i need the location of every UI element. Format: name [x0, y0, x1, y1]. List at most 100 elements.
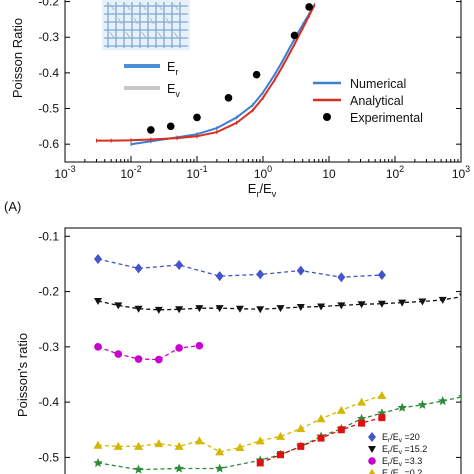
bottom-series-point-3 [276, 431, 285, 440]
bottom-series-point-2 [94, 343, 102, 351]
bottom-y-tick-label: -0.5 [38, 450, 59, 464]
bottom-series-line-2 [97, 345, 200, 361]
bottom-series-point-1 [459, 293, 461, 298]
bottom-y-tick-label: -0.2 [38, 285, 59, 299]
series-line-analytical [96, 4, 316, 142]
bottom-series-point-2 [114, 350, 123, 358]
bottom-series-point-3 [296, 424, 306, 433]
bottom-y-tick-label: -0.1 [38, 229, 59, 243]
bottom-series-line-4 [97, 396, 461, 471]
top-x-tick-label: 103 [452, 164, 470, 181]
bottom-series-point-3 [255, 436, 265, 445]
bottom-series-point-4 [438, 396, 448, 406]
bottom-series-point-5 [256, 459, 264, 467]
bottom-legend-label-1: Er/Ev =15.2 [382, 444, 427, 456]
top-legend: Numerical Analytical Experimental [313, 77, 423, 125]
top-y-tick-label: -0.2 [38, 0, 59, 9]
bottom-series-point-0 [134, 263, 143, 274]
bottom-series-point-1 [114, 302, 123, 310]
top-y-tick-label: -0.4 [38, 66, 59, 80]
bottom-series-point-1 [215, 305, 224, 313]
bottom-y-axis-label: Poisson's ratio [15, 333, 30, 417]
bottom-series-point-3 [316, 414, 326, 423]
bottom-series-point-5 [297, 442, 305, 450]
bottom-series-point-2 [175, 344, 183, 352]
bottom-series-line-3 [97, 394, 383, 453]
bottom-series-point-5 [378, 414, 386, 422]
top-x-axis-label: Er/Ev [248, 181, 277, 199]
bottom-legend-marker-1 [368, 446, 376, 453]
bottom-series-point-4 [458, 394, 461, 401]
legend-numerical-label: Numerical [350, 77, 406, 91]
bottom-series-point-5 [337, 426, 345, 434]
bottom-series-point-3 [93, 440, 103, 449]
bottom-legend-label-2: Er/Ev =3.3 [382, 456, 422, 468]
bottom-legend-marker-0 [368, 432, 376, 442]
legend-experimental-label: Experimental [350, 111, 423, 125]
top-y-ticks: -0.2 -0.3 -0.4 -0.5 -0.6 [38, 0, 461, 151]
bottom-series-point-4 [133, 464, 144, 474]
top-x-tick-label: 10-1 [186, 164, 207, 181]
experimental-point [252, 70, 261, 79]
top-x-tick-label: 10-2 [120, 164, 141, 181]
bottom-series-point-1 [276, 305, 285, 313]
bottom-y-ticks: -0.1 -0.2 -0.3 -0.4 -0.5 [38, 229, 461, 464]
inset-legend-ev-label: Ev [167, 82, 180, 99]
experimental-point [290, 31, 299, 40]
legend-experimental-marker [323, 113, 331, 121]
bottom-series-point-4 [214, 463, 225, 473]
bottom-legend-label-3: Er/Ev =0.2 [382, 468, 422, 474]
experimental-point [193, 113, 201, 122]
inset-legend-er-label: Er [167, 60, 178, 77]
bottom-legend-marker-2 [368, 457, 376, 465]
bottom-series-point-1 [134, 305, 143, 313]
top-x-tick-label: 100 [254, 164, 272, 181]
bottom-series-line-0 [97, 258, 382, 278]
bottom-series-point-3 [377, 391, 387, 400]
bottom-series-point-5 [358, 419, 366, 427]
top-x-tick-label: 10 [322, 167, 336, 181]
bottom-series-point-3 [215, 447, 225, 456]
bottom-series-point-4 [397, 402, 407, 412]
bottom-series-point-1 [175, 306, 184, 314]
bottom-series-point-2 [134, 355, 143, 363]
bottom-series-point-1 [398, 299, 407, 307]
bottom-series-point-2 [195, 341, 204, 350]
bottom-series-point-3 [357, 397, 367, 406]
top-x-tick-label: 10-3 [54, 164, 75, 181]
top-y-tick-label: -0.5 [38, 102, 59, 116]
bottom-plot-frame [64, 227, 462, 474]
bottom-series-group [93, 253, 461, 474]
top-y-tick-label: -0.6 [38, 137, 59, 151]
bottom-series-point-1 [256, 306, 265, 314]
experimental-point [147, 126, 155, 134]
bottom-series-point-3 [154, 439, 164, 448]
bottom-series-point-1 [337, 302, 346, 310]
bottom-series-point-0 [377, 269, 386, 280]
bottom-series-point-4 [174, 463, 184, 473]
bottom-series-point-3 [174, 441, 184, 450]
top-chart: Er Ev -0.2-0.3-0.4-0.5-0.6 10-3 10-2 10-1 1… [4, 0, 470, 214]
bottom-series-point-0 [94, 253, 102, 264]
top-y-tick-label: -0.3 [38, 30, 59, 44]
top-y-axis-label: Poisson Ratio [10, 18, 25, 98]
top-series-group [95, 3, 316, 147]
bottom-series-point-0 [215, 271, 224, 282]
bottom-series-point-1 [154, 306, 163, 314]
bottom-series-point-0 [175, 260, 184, 271]
bottom-series-point-1 [296, 304, 305, 312]
bottom-legend-marker-3 [368, 468, 376, 474]
bottom-series-point-3 [113, 441, 123, 450]
bottom-series-point-1 [377, 300, 386, 308]
experimental-point [166, 122, 175, 131]
bottom-series-point-3 [336, 405, 346, 414]
bottom-series-point-3 [194, 436, 204, 445]
experimental-point [224, 94, 233, 102]
bottom-y-tick-label: -0.3 [38, 340, 59, 354]
bottom-series-point-1 [418, 298, 427, 306]
bottom-series-point-3 [134, 441, 144, 450]
top-x-tick-label: 102 [386, 164, 404, 181]
bottom-series-point-5 [277, 451, 284, 459]
top-x-ticks: 10-3 10-2 10-1 100 10 102 103 [54, 156, 470, 181]
